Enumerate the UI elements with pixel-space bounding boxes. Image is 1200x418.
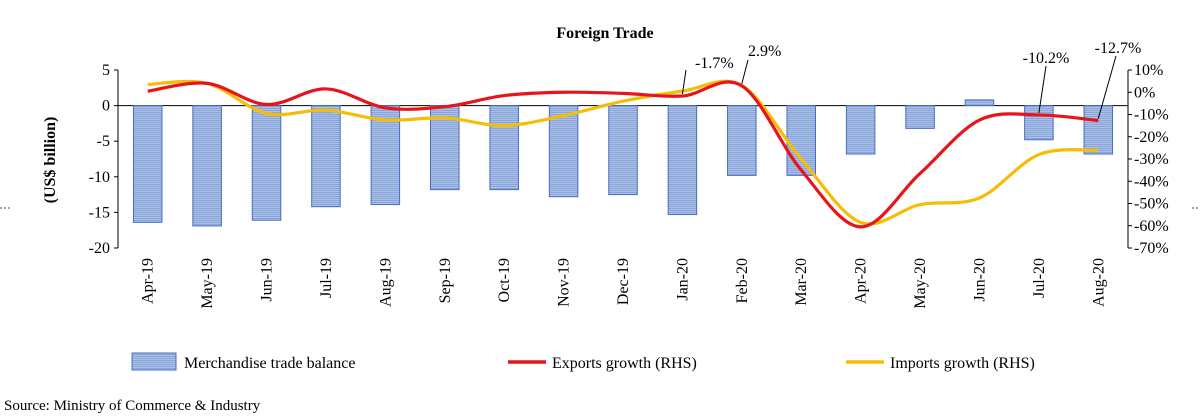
legend-exports-label: Exports growth (RHS) — [552, 355, 697, 372]
y-left-tick-label: -5 — [97, 133, 110, 150]
x-tick-label: Jan-20 — [674, 258, 691, 301]
y-right-tick-label: -70% — [1134, 240, 1169, 257]
y-right-tick-label: 0% — [1134, 84, 1155, 101]
x-tick-label: Jun-19 — [259, 258, 276, 302]
exports-growth-line — [147, 80, 1099, 229]
y-left-tick-label: -15 — [89, 204, 110, 221]
x-tick-label: Mar-20 — [793, 258, 810, 306]
x-tick-label: Nov-19 — [556, 258, 573, 307]
ticks-layer: 5 0 -5 -10 -15 -20 10% 0% -10% -20% -30% -40% -50% -6… — [89, 62, 1169, 309]
x-tick-label: Sep-19 — [437, 258, 454, 303]
legend-trade-balance-label: Merchandise trade balance — [184, 355, 355, 372]
annotation-leader — [1097, 55, 1117, 119]
y-axis-left-label: (US$ billion) — [42, 117, 59, 204]
y-right-tick-label: -10% — [1134, 107, 1169, 124]
y-right-tick-label: 10% — [1134, 62, 1163, 79]
legend-trade-balance-swatch — [131, 352, 177, 371]
lines-layer — [147, 79, 1099, 229]
y-right-tick-label: -50% — [1134, 196, 1169, 213]
y-left-tick-label: 5 — [102, 62, 110, 79]
legend-imports-label: Imports growth (RHS) — [890, 355, 1035, 372]
trade-balance-bar — [251, 105, 282, 221]
trade-balance-bar — [311, 105, 341, 208]
annotation-label: -10.2% — [1023, 50, 1070, 67]
annotation-label: 2.9% — [748, 43, 781, 60]
y-right-tick-label: -30% — [1134, 151, 1169, 168]
source-note: Source: Ministry of Commerce & Industry — [4, 398, 261, 414]
x-tick-label: Dec-19 — [615, 258, 632, 305]
x-tick-label: Jul-19 — [318, 258, 335, 298]
x-tick-label: Feb-20 — [734, 258, 751, 303]
y-right-tick-label: -20% — [1134, 129, 1169, 146]
x-tick-label: Apr-20 — [853, 258, 870, 304]
annotation-leader — [681, 69, 687, 95]
x-tick-label: May-19 — [199, 258, 216, 309]
x-tick-label: Aug-19 — [377, 258, 394, 307]
trade-balance-bar — [667, 105, 698, 216]
trade-balance-bar — [489, 105, 519, 191]
annotation-label: -1.7% — [695, 55, 734, 72]
trade-balance-bar — [548, 105, 579, 198]
y-right-tick-label: -40% — [1134, 173, 1169, 190]
trade-balance-bar — [964, 99, 995, 107]
trade-balance-bar — [905, 105, 935, 129]
trade-balance-bar — [608, 105, 638, 196]
annotation-label: -12.7% — [1095, 40, 1142, 57]
y-left-tick-label: -10 — [89, 169, 110, 186]
annotations-layer: -1.7% 2.9% -10.2% -12.7% — [681, 40, 1142, 119]
trade-balance-bar — [192, 105, 222, 227]
trade-balance-bar — [845, 105, 876, 155]
x-tick-label: Aug-20 — [1090, 258, 1107, 307]
x-tick-label: May-20 — [912, 258, 929, 309]
trade-balance-bar — [727, 105, 757, 176]
trade-balance-bar — [1083, 105, 1114, 155]
imports-growth-line — [147, 79, 1099, 226]
trade-balance-bar — [132, 105, 163, 223]
legend: Merchandise trade balance Exports growth … — [131, 352, 1035, 372]
y-left-tick-label: -20 — [89, 240, 110, 257]
y-left-tick-label: 0 — [102, 98, 110, 115]
x-tick-label: Apr-19 — [140, 258, 157, 304]
x-tick-label: Oct-19 — [496, 258, 513, 302]
x-tick-label: Jul-20 — [1031, 258, 1048, 298]
annotation-leader — [741, 59, 749, 84]
chart-title: Foreign Trade — [556, 25, 653, 42]
trade-balance-bar — [370, 105, 401, 206]
bars-layer — [132, 99, 1114, 227]
trade-balance-bar — [786, 105, 816, 176]
annotation-leader — [1038, 65, 1047, 114]
x-tick-label: Jun-20 — [971, 258, 988, 302]
y-right-tick-label: -60% — [1134, 218, 1169, 235]
